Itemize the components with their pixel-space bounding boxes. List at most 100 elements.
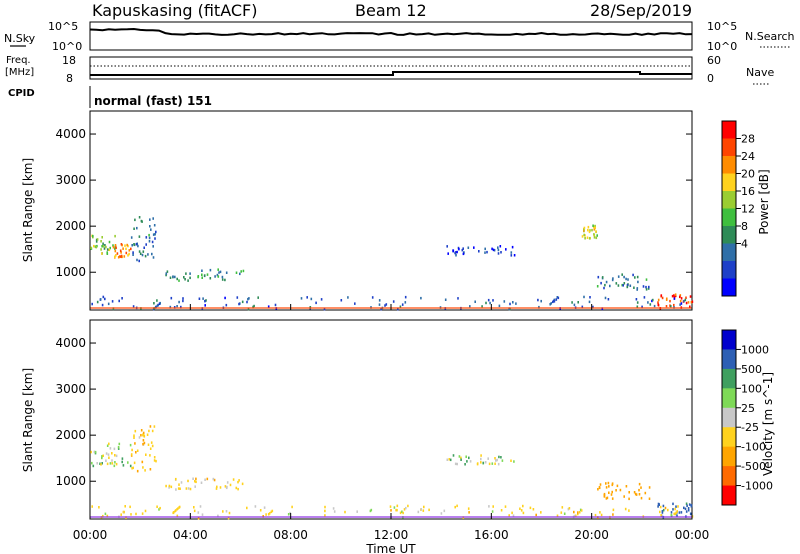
power-cell (148, 233, 150, 237)
velocity-cell (105, 459, 107, 462)
power-cell (187, 279, 189, 282)
velocity-cell (134, 442, 136, 445)
velocity-cell (675, 511, 677, 514)
velocity-cell (612, 508, 615, 512)
power-colorbar-swatch (722, 121, 736, 139)
power-cell (593, 228, 596, 231)
velocity-cell (333, 510, 336, 513)
velocity-cell (676, 510, 678, 513)
power-cell (95, 245, 97, 249)
power-cell (120, 243, 123, 246)
velocity-cell (101, 462, 103, 465)
velocity-cell (195, 477, 197, 481)
power-cell (621, 273, 623, 276)
power-cell (617, 284, 620, 287)
power-cell (629, 284, 632, 287)
velocity-cell (113, 447, 116, 451)
power-cell (458, 247, 460, 251)
velocity-colorbar-label: Velocity [m s^-1] (761, 372, 775, 476)
freq-panel-frame (89, 56, 693, 80)
velocity-cell (532, 508, 535, 511)
velocity-cell (106, 462, 109, 466)
velocity-cell (480, 454, 482, 457)
power-cell (201, 276, 203, 279)
velocity-colorbar-swatch (722, 485, 736, 506)
power-cell (671, 294, 674, 298)
velocity-cell (106, 444, 109, 447)
power-cell (132, 305, 135, 308)
power-cell (125, 247, 127, 251)
nsky-label: N.Sky (4, 32, 36, 45)
power-cell (660, 294, 663, 297)
power-cell (621, 283, 623, 287)
velocity-y-axis-label: Slant Range [km] (21, 368, 35, 472)
power-cell (571, 301, 573, 304)
velocity-cell (403, 508, 406, 511)
velocity-cell (101, 455, 103, 458)
velocity-cell (540, 511, 542, 514)
power-cell (107, 302, 110, 306)
power-cell (135, 243, 138, 246)
power-cell (147, 253, 149, 256)
power-cell (248, 297, 250, 300)
power-cell (125, 251, 128, 255)
velocity-cell (568, 507, 571, 510)
velocity-cell (143, 441, 146, 445)
velocity-cell (658, 503, 660, 506)
velocity-colorbar-tick-label: -500 (741, 460, 766, 473)
velocity-cell (135, 451, 137, 454)
power-cell (623, 275, 625, 279)
power-cell (556, 296, 559, 299)
power-cell (246, 300, 248, 304)
power-cell (96, 300, 99, 304)
velocity-cell (109, 447, 112, 450)
velocity-cell (390, 509, 392, 512)
power-cell (680, 297, 683, 300)
power-colorbar-label: Power [dB] (757, 169, 771, 234)
power-cell (378, 303, 381, 306)
velocity-cell (96, 462, 98, 465)
velocity-cell (173, 511, 175, 514)
velocity-cell (193, 506, 195, 509)
cpid-label: CPID (8, 88, 35, 99)
velocity-cell (117, 447, 120, 450)
velocity-cell (468, 456, 470, 460)
velocity-cell (491, 510, 494, 513)
power-cell (680, 302, 683, 305)
velocity-cell (628, 491, 630, 494)
velocity-cell (492, 505, 494, 508)
velocity-cell (94, 450, 97, 454)
velocity-cell (178, 483, 180, 486)
power-cell (581, 235, 584, 238)
velocity-cell (235, 486, 238, 490)
velocity-cell (661, 511, 664, 514)
velocity-cell (165, 484, 167, 488)
velocity-cell (611, 490, 613, 494)
velocity-cell (644, 491, 647, 495)
velocity-cell (153, 425, 156, 428)
velocity-cell (607, 481, 610, 485)
power-cell (178, 300, 180, 304)
power-cell (116, 252, 119, 255)
velocity-cell (688, 503, 691, 506)
power-cell (102, 245, 104, 248)
velocity-cell (142, 434, 144, 437)
velocity-cell (192, 477, 194, 480)
velocity-cell (396, 504, 399, 508)
velocity-colorbar-swatch (722, 330, 736, 350)
velocity-cell (324, 514, 326, 517)
velocity-cell (93, 450, 96, 454)
velocity-colorbar-swatch (722, 349, 736, 370)
velocity-cell (428, 508, 430, 512)
power-cell (101, 252, 103, 255)
velocity-cell (213, 478, 216, 482)
power-cell (594, 226, 596, 230)
power-cell (484, 251, 486, 254)
power-cell (138, 259, 140, 263)
power-colorbar-tick-label: 28 (741, 133, 755, 146)
power-cell (553, 299, 555, 303)
velocity-cell (634, 492, 637, 496)
velocity-colorbar-swatch (722, 466, 736, 487)
velocity-colorbar-frame (721, 329, 737, 506)
power-cell (128, 249, 131, 252)
